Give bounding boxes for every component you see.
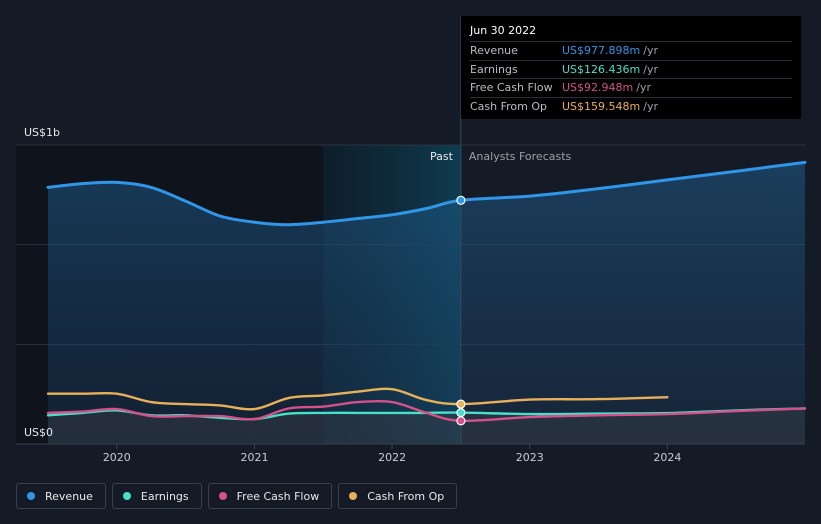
tooltip-row: Cash From Op US$159.548m/yr xyxy=(470,96,792,116)
legend: Revenue Earnings Free Cash Flow Cash From O… xyxy=(16,483,458,509)
free-cash-flow-point xyxy=(456,416,466,426)
x-tick-label: 2024 xyxy=(653,451,681,464)
tooltip-row-label: Free Cash Flow xyxy=(470,81,553,94)
legend-label: Revenue xyxy=(45,489,93,503)
revenue-area xyxy=(48,162,805,444)
x-tick-label: 2023 xyxy=(516,451,544,464)
tooltip-row-value: US$159.548m xyxy=(562,99,641,113)
free-cash-flow-line xyxy=(46,399,807,423)
earnings-area xyxy=(48,408,805,444)
revenue-point xyxy=(456,195,466,205)
legend-label: Cash From Op xyxy=(367,489,445,503)
legend-label: Free Cash Flow xyxy=(236,489,320,503)
legend-item-free-cash-flow[interactable]: Free Cash Flow xyxy=(207,483,333,509)
tooltip-date: Jun 30 2022 xyxy=(470,24,537,37)
past-label: Past xyxy=(430,150,454,163)
tooltip-row-label: Cash From Op xyxy=(470,99,548,113)
tooltip-panel: Jun 30 2022 Revenue US$977.898m/yr Earning… xyxy=(461,16,801,119)
legend-dot-icon xyxy=(122,492,131,500)
legend-item-cash-from-op[interactable]: Cash From Op xyxy=(338,483,458,509)
tooltip-row-unit: /yr xyxy=(643,44,658,57)
forecast-label: Analysts Forecasts xyxy=(469,150,572,163)
tooltip-row: Earnings US$126.436m/yr xyxy=(470,59,792,79)
y-axis-top-label: US$1b xyxy=(24,126,60,139)
legend-dot-icon xyxy=(349,492,358,500)
revenue-line xyxy=(46,160,807,227)
legend-dot-icon xyxy=(27,492,35,500)
x-tick-label: 2020 xyxy=(103,451,131,464)
tooltip-row-value: US$126.436m xyxy=(562,62,641,76)
tooltip-row-label: Revenue xyxy=(470,44,518,57)
x-tick-label: 2022 xyxy=(378,451,406,464)
tooltip-row: Revenue US$977.898m/yr xyxy=(470,41,792,60)
tooltip-row-unit: /yr xyxy=(643,99,658,113)
tooltip-row-unit: /yr xyxy=(643,62,658,76)
x-tick-label: 2021 xyxy=(240,451,268,464)
tooltip-row-value: US$977.898m xyxy=(562,44,641,57)
legend-item-revenue[interactable]: Revenue xyxy=(16,483,106,509)
legend-item-earnings[interactable]: Earnings xyxy=(111,483,202,509)
tooltip-row: Free Cash Flow US$92.948m/yr xyxy=(470,78,792,97)
tooltip-rows: Revenue US$977.898m/yr Earnings US$126.436m… xyxy=(470,41,792,115)
cash-from-op-point xyxy=(456,399,466,409)
legend-dot-icon xyxy=(218,492,227,500)
tooltip-row-label: Earnings xyxy=(470,62,518,76)
legend-label: Earnings xyxy=(140,489,189,503)
tooltip-row-unit: /yr xyxy=(636,81,651,94)
tooltip-row-value: US$92.948m xyxy=(562,81,634,94)
earnings-point xyxy=(456,408,466,418)
cash-from-op-line xyxy=(46,387,669,411)
y-axis-bottom-label: US$0 xyxy=(24,426,53,439)
